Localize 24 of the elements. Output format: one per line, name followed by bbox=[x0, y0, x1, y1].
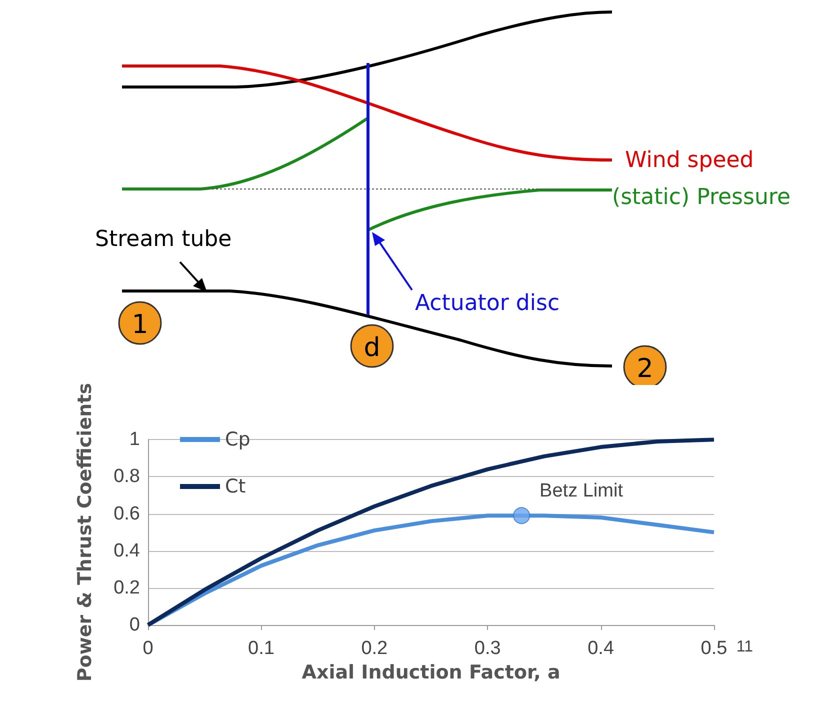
y-tick-label: 0.6 bbox=[114, 503, 140, 524]
y-tick-label: 0.2 bbox=[114, 577, 140, 598]
text: Actuator disc bbox=[415, 291, 560, 316]
text: d bbox=[364, 333, 380, 363]
text: Wind speed bbox=[625, 148, 754, 173]
x-tick-label: 0.2 bbox=[361, 638, 388, 659]
y-axis-title: Power & Thrust Coefficients bbox=[74, 382, 96, 682]
legend-label: Cp bbox=[225, 428, 250, 450]
x-tick-label: 0.3 bbox=[474, 638, 501, 659]
x-tick-label: 0.5 bbox=[700, 638, 728, 659]
text: Stream tube bbox=[95, 227, 232, 252]
text: 2 bbox=[636, 354, 654, 384]
x-tick-label: 0 bbox=[142, 638, 154, 659]
y-tick-label: 0 bbox=[129, 614, 140, 636]
legend-label: Ct bbox=[225, 476, 246, 498]
x-axis-title: Axial Induction Factor, a bbox=[302, 662, 560, 684]
y-tick-label: 0.8 bbox=[114, 466, 140, 488]
x-tick-label: 0.1 bbox=[248, 638, 274, 659]
text: (static) Pressure bbox=[612, 185, 791, 210]
y-tick-label: 0.4 bbox=[114, 540, 140, 562]
annotation: Betz Limit bbox=[540, 480, 624, 502]
y-tick-label: 1 bbox=[129, 429, 140, 450]
x-tick-label: 0.4 bbox=[588, 638, 614, 659]
text: 11 bbox=[736, 638, 754, 656]
